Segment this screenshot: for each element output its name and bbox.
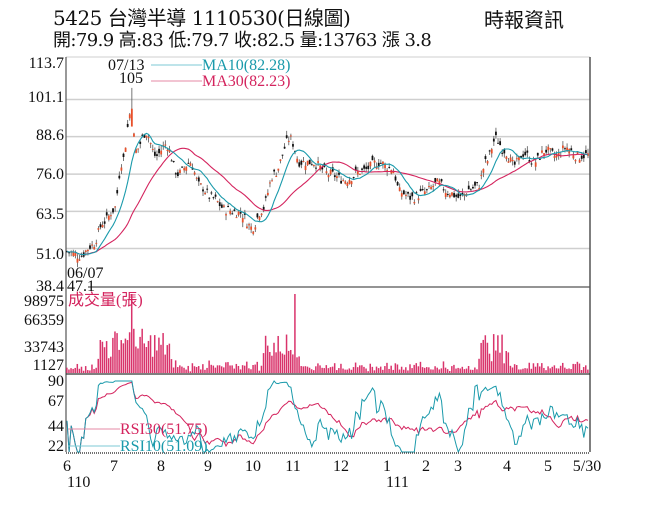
price-tick: 113.7 bbox=[29, 55, 64, 72]
month-label: 9 bbox=[204, 458, 212, 475]
volume-tick: 98975 bbox=[24, 293, 64, 310]
ma10-legend-label: MA10(82.28) bbox=[202, 57, 290, 74]
ma30-line bbox=[66, 147, 589, 256]
month-label: 10 bbox=[245, 458, 261, 475]
ma30-legend-label: MA30(82.23) bbox=[202, 73, 290, 90]
month-label: 4 bbox=[503, 458, 511, 475]
rsi-tick: 67 bbox=[48, 393, 64, 410]
month-label: 3 bbox=[454, 458, 462, 475]
year-label: 110 bbox=[67, 474, 90, 491]
chart-title: 5425 台灣半導 1110530(日線圖) bbox=[53, 6, 351, 30]
rsi10-legend-label: RSI10(51.09) bbox=[120, 438, 208, 455]
high-value-label: 105 bbox=[119, 70, 143, 87]
price-panel bbox=[65, 56, 591, 452]
volume-bars bbox=[66, 294, 589, 373]
rsi-tick: 90 bbox=[48, 373, 64, 390]
month-label: 7 bbox=[110, 458, 118, 475]
rsi-tick: 44 bbox=[48, 418, 64, 435]
brand-label: 時報資訊 bbox=[484, 8, 564, 32]
volume-tick: 66359 bbox=[24, 312, 64, 329]
volume-axis: 98975 66359 33743 1127 bbox=[24, 293, 64, 374]
high-date-label: 07/13 bbox=[108, 57, 144, 74]
rsi30-legend-label: RSI30(51.75) bbox=[120, 421, 208, 438]
candlesticks bbox=[66, 87, 589, 268]
rsi-tick: 22 bbox=[48, 438, 64, 455]
month-label: 5 bbox=[544, 458, 552, 475]
month-label: 11 bbox=[285, 458, 300, 475]
price-gridlines bbox=[66, 98, 590, 250]
rsi10-line bbox=[66, 380, 589, 454]
low-date-label: 06/07 bbox=[67, 265, 103, 282]
price-tick: 63.5 bbox=[36, 206, 64, 223]
x-axis: 6 7 8 9 10 11 12 1 2 3 4 5 5/30 110 111 bbox=[63, 458, 601, 491]
price-axis: 113.7 101.1 88.6 76.0 63.5 51.0 38.4 bbox=[28, 55, 64, 295]
quote-summary: 開:79.9 高:83 低:79.7 收:82.5 量:13763 漲 3.8 bbox=[53, 30, 432, 51]
ma10-line bbox=[66, 132, 589, 256]
price-tick: 88.6 bbox=[36, 127, 64, 144]
rsi-axis: 90 67 44 22 bbox=[48, 373, 64, 455]
rsi-legend: RSI30(51.75) RSI10(51.09) bbox=[68, 421, 208, 455]
price-tick: 101.1 bbox=[28, 89, 64, 106]
month-label: 2 bbox=[422, 458, 430, 475]
month-label: 12 bbox=[333, 458, 349, 475]
price-tick: 51.0 bbox=[36, 246, 64, 263]
price-tick: 38.4 bbox=[36, 278, 64, 295]
price-tick: 76.0 bbox=[36, 166, 64, 183]
year-label: 111 bbox=[386, 474, 409, 491]
month-label: 6 bbox=[63, 458, 71, 475]
month-label: 1 bbox=[383, 458, 391, 475]
month-label: 5/30 bbox=[573, 458, 601, 475]
low-value-label: 47.1 bbox=[67, 278, 95, 295]
ma-legend: MA10(82.28) MA30(82.23) bbox=[151, 57, 290, 90]
volume-tick: 33743 bbox=[24, 339, 64, 356]
volume-title: 成交量(張) bbox=[68, 291, 143, 309]
month-label: 8 bbox=[157, 458, 165, 475]
rsi30-line bbox=[66, 381, 589, 453]
volume-tick: 1127 bbox=[33, 357, 64, 374]
